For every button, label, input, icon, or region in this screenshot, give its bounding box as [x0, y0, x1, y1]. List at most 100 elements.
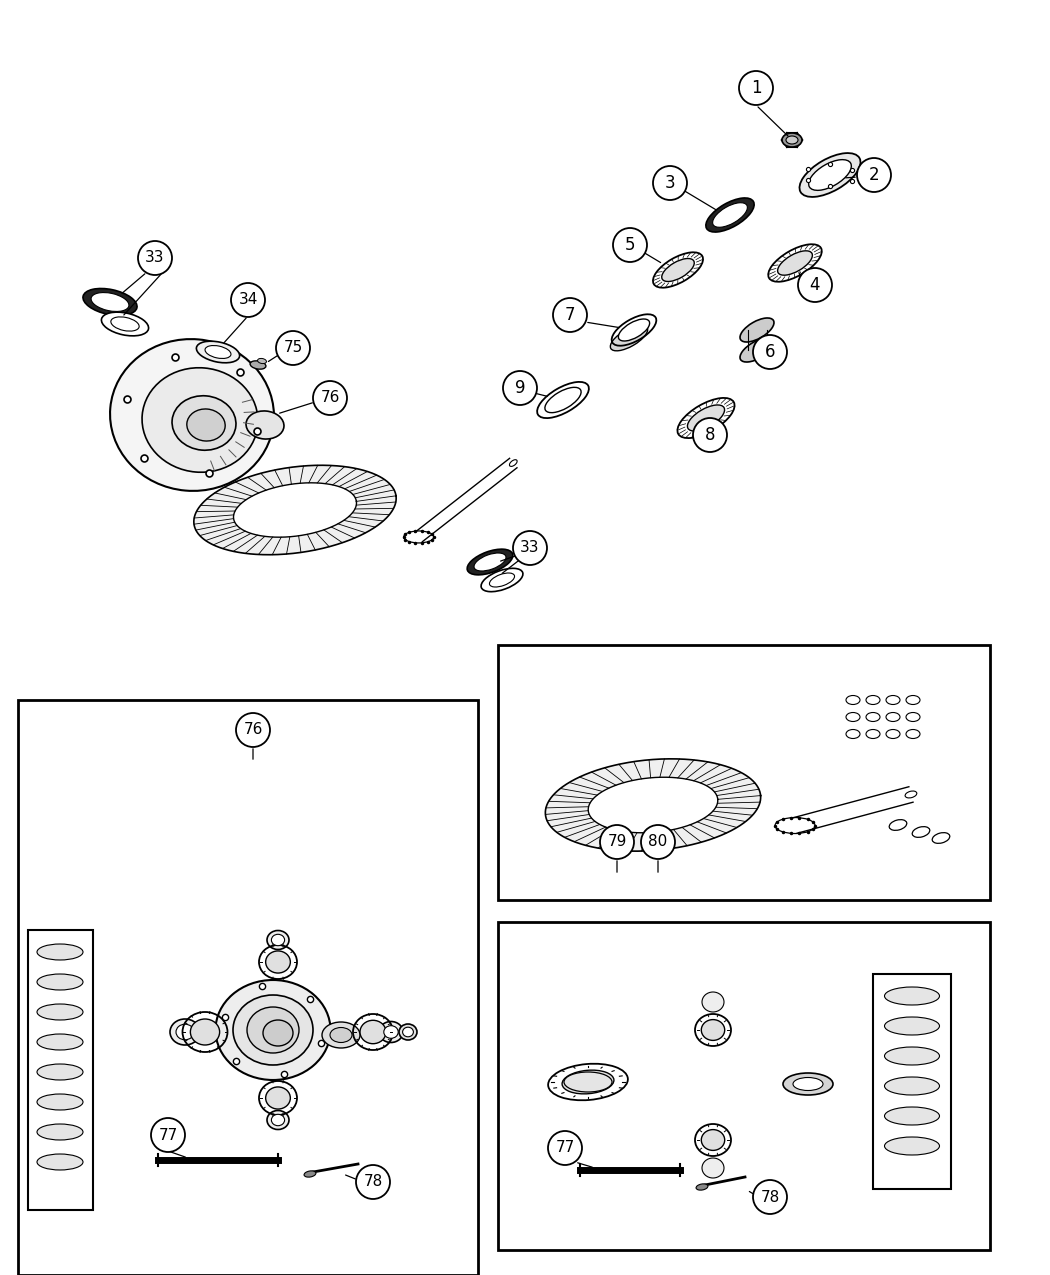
Ellipse shape	[142, 367, 258, 472]
Circle shape	[653, 166, 687, 200]
Ellipse shape	[215, 980, 331, 1080]
Bar	[28, 929, 93, 1210]
Circle shape	[613, 228, 647, 261]
Ellipse shape	[399, 1024, 417, 1040]
Ellipse shape	[467, 550, 512, 575]
Ellipse shape	[701, 1020, 724, 1040]
Ellipse shape	[884, 1077, 940, 1095]
Bar	[498, 922, 990, 1250]
Text: 76: 76	[320, 390, 340, 405]
Bar	[873, 974, 951, 1190]
Ellipse shape	[545, 388, 581, 413]
Ellipse shape	[187, 409, 225, 441]
Ellipse shape	[271, 935, 285, 946]
Ellipse shape	[267, 931, 289, 950]
Bar	[18, 700, 478, 1275]
Ellipse shape	[267, 1111, 289, 1130]
Ellipse shape	[83, 288, 136, 315]
Ellipse shape	[37, 1003, 83, 1020]
Ellipse shape	[610, 325, 648, 351]
Circle shape	[503, 371, 537, 405]
Ellipse shape	[111, 317, 140, 332]
Ellipse shape	[172, 395, 236, 450]
Ellipse shape	[702, 1158, 724, 1178]
Ellipse shape	[37, 1094, 83, 1111]
Ellipse shape	[37, 974, 83, 989]
Circle shape	[753, 1179, 788, 1214]
Ellipse shape	[37, 944, 83, 960]
Ellipse shape	[799, 153, 861, 196]
Ellipse shape	[246, 411, 284, 439]
Ellipse shape	[884, 987, 940, 1005]
Circle shape	[753, 335, 788, 368]
Ellipse shape	[37, 1034, 83, 1051]
Ellipse shape	[233, 994, 313, 1065]
Text: 2: 2	[868, 166, 879, 184]
Ellipse shape	[793, 1077, 823, 1090]
Circle shape	[640, 825, 675, 859]
Ellipse shape	[782, 133, 802, 147]
Text: 1: 1	[751, 79, 761, 97]
Ellipse shape	[481, 569, 523, 592]
Ellipse shape	[706, 198, 754, 232]
Text: 77: 77	[555, 1141, 574, 1155]
Circle shape	[356, 1165, 390, 1198]
Ellipse shape	[783, 1074, 833, 1095]
Ellipse shape	[402, 1028, 414, 1037]
Circle shape	[693, 418, 727, 453]
Ellipse shape	[271, 1114, 285, 1126]
Ellipse shape	[190, 1019, 219, 1046]
Ellipse shape	[662, 259, 694, 282]
Ellipse shape	[102, 312, 149, 335]
Ellipse shape	[262, 1020, 293, 1045]
Ellipse shape	[740, 317, 774, 342]
Ellipse shape	[91, 292, 129, 311]
Circle shape	[548, 1131, 582, 1165]
Bar	[498, 645, 990, 900]
Text: 76: 76	[244, 723, 262, 737]
Ellipse shape	[884, 1107, 940, 1125]
Ellipse shape	[713, 203, 748, 227]
Ellipse shape	[702, 992, 724, 1012]
Text: 75: 75	[284, 340, 302, 356]
Circle shape	[231, 283, 265, 317]
Text: 78: 78	[363, 1174, 382, 1190]
Circle shape	[236, 713, 270, 747]
Text: 77: 77	[159, 1127, 177, 1142]
Ellipse shape	[250, 361, 266, 370]
Ellipse shape	[786, 136, 798, 144]
Circle shape	[313, 381, 346, 414]
Ellipse shape	[322, 1023, 360, 1048]
Circle shape	[798, 268, 832, 302]
Text: 9: 9	[514, 379, 525, 397]
Circle shape	[151, 1118, 185, 1153]
Text: 8: 8	[705, 426, 715, 444]
Ellipse shape	[176, 1024, 194, 1040]
Ellipse shape	[618, 319, 650, 340]
Circle shape	[276, 332, 310, 365]
Ellipse shape	[474, 553, 506, 571]
Circle shape	[553, 298, 587, 332]
Ellipse shape	[257, 358, 267, 363]
Circle shape	[857, 158, 891, 193]
Text: 79: 79	[607, 835, 627, 849]
Ellipse shape	[884, 1047, 940, 1065]
Ellipse shape	[266, 1088, 291, 1109]
Ellipse shape	[37, 1125, 83, 1140]
Ellipse shape	[564, 1072, 612, 1091]
Circle shape	[513, 530, 547, 565]
Text: 4: 4	[810, 275, 820, 295]
Ellipse shape	[489, 572, 514, 586]
Text: 6: 6	[764, 343, 775, 361]
Ellipse shape	[696, 1184, 708, 1190]
Ellipse shape	[778, 251, 813, 275]
Text: 80: 80	[649, 835, 668, 849]
Ellipse shape	[740, 338, 774, 362]
Text: 78: 78	[760, 1190, 779, 1205]
PathPatch shape	[194, 465, 396, 555]
Text: 5: 5	[625, 236, 635, 254]
Text: 33: 33	[145, 250, 165, 265]
Ellipse shape	[884, 1137, 940, 1155]
Ellipse shape	[884, 1017, 940, 1035]
Ellipse shape	[330, 1028, 352, 1043]
